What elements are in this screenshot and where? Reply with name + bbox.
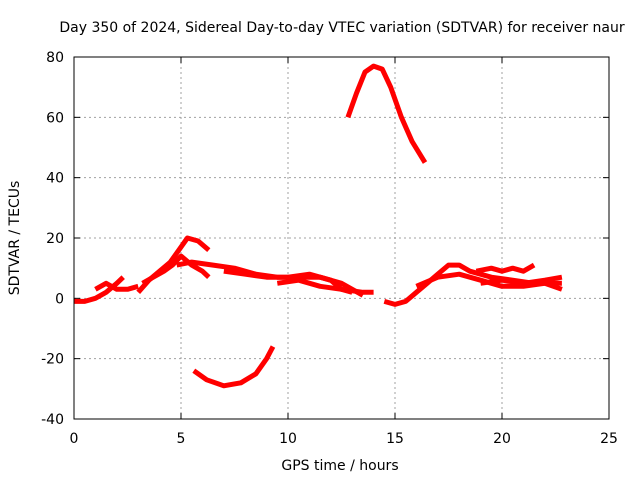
y-tick-label: 0 [55,291,64,307]
y-tick-label: -20 [41,352,64,368]
y-tick-label: -40 [41,412,64,428]
y-axis-label: SDTVAR / TECUs [7,181,23,296]
series-arc-13 [480,274,563,286]
series-arc-8 [192,345,276,389]
y-tick-label: 20 [46,231,64,247]
x-tick-label: 10 [279,431,297,447]
series-arc-2 [94,280,139,292]
x-tick-label: 20 [493,431,511,447]
x-tick-label: 0 [70,431,79,447]
y-tick-label: 80 [46,50,64,66]
y-tick-label: 60 [46,110,64,126]
x-tick-label: 25 [600,431,618,447]
chart-title: Day 350 of 2024, Sidereal Day-to-day VTE… [59,20,625,36]
series-arc-7 [276,277,374,295]
series-arc-1 [74,275,125,304]
series-arc-12 [475,262,536,274]
y-tick-label: 40 [46,171,64,187]
plot-frame [73,56,610,420]
grid-lines [74,57,609,419]
data-series [74,63,563,389]
tick-labels: 0 5 10 15 20 25 -40 -20 0 20 40 60 80 [41,50,618,447]
x-axis-label: GPS time / hours [281,458,398,474]
series-arc-4 [141,253,211,286]
x-tick-label: 15 [386,431,404,447]
series-arc-9 [345,63,428,164]
x-tick-label: 5 [177,431,186,447]
